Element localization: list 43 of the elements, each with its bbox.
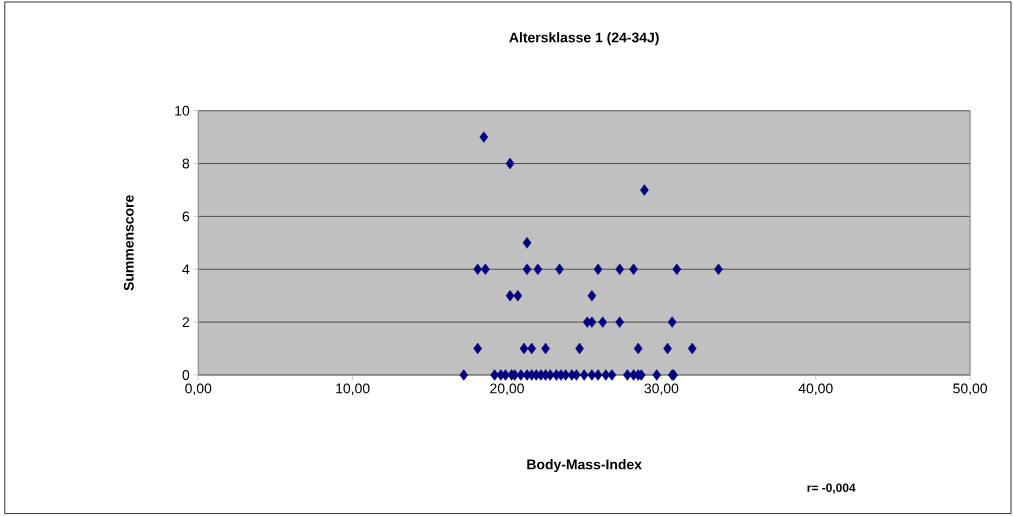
point (687, 343, 697, 355)
point (598, 316, 608, 328)
chart-title: Altersklasse 1 (24-34J) (509, 32, 659, 46)
point (672, 263, 682, 276)
point (593, 263, 603, 276)
point (579, 369, 589, 381)
point (663, 343, 672, 355)
point (667, 316, 677, 328)
y-axis-title: Summenscore (123, 195, 134, 291)
point (505, 290, 515, 302)
y-tick-label: 6 (182, 211, 190, 222)
point (615, 316, 624, 328)
point (505, 158, 515, 170)
point (522, 237, 532, 249)
y-tick-label: 10 (175, 105, 190, 116)
x-tick-label: 0,00 (185, 383, 212, 396)
point (575, 343, 584, 355)
point (522, 263, 532, 276)
text: r= -0,004 (807, 483, 856, 494)
y-tick-label: 8 (182, 158, 190, 169)
y-tick-label: 4 (182, 264, 190, 275)
point (541, 343, 550, 355)
point (519, 343, 529, 355)
x-tick-label: 20,00 (490, 383, 524, 396)
x-tick-label: 40,00 (798, 383, 833, 396)
point (593, 369, 603, 381)
x-axis-title: Body-Mass-Index (527, 459, 642, 473)
point (587, 290, 597, 302)
point (533, 263, 543, 276)
point (473, 343, 482, 355)
point (479, 131, 489, 144)
x-tick-label: 10,00 (336, 383, 370, 396)
point (607, 369, 617, 381)
point (459, 369, 469, 381)
point (527, 343, 536, 355)
y-tick-label: 2 (182, 317, 190, 328)
point (633, 343, 643, 355)
point (513, 290, 523, 302)
x-tick-label: 50,00 (953, 383, 988, 396)
y-tick-label: 0 (182, 370, 190, 381)
point (652, 369, 662, 381)
x-tick-label: 30,00 (644, 383, 679, 396)
point (640, 184, 649, 196)
